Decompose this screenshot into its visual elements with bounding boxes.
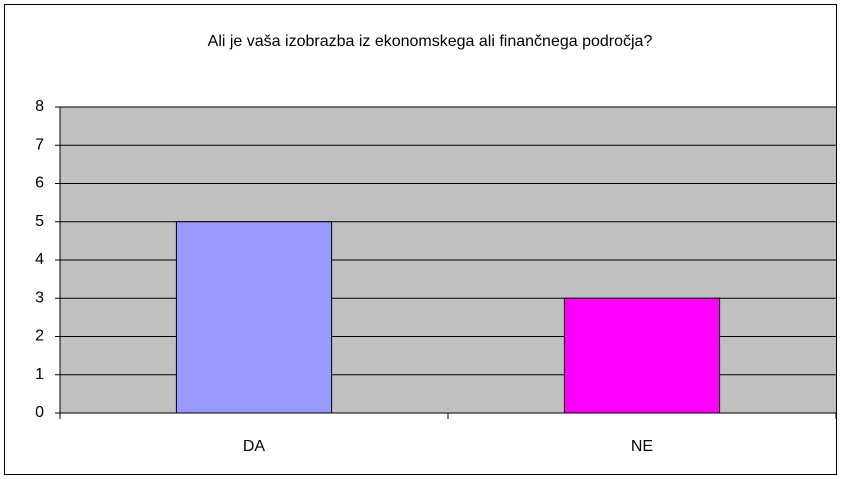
y-tick-label: 1: [35, 366, 44, 383]
y-tick-label: 5: [35, 213, 44, 230]
y-tick-label: 2: [35, 328, 44, 345]
y-tick-label: 3: [35, 289, 44, 306]
y-tick-label: 8: [35, 98, 44, 115]
y-tick-label: 6: [35, 175, 44, 192]
x-tick-label: NE: [631, 438, 653, 455]
y-tick-label: 4: [35, 251, 44, 268]
y-tick-label: 7: [35, 136, 44, 153]
chart-title: Ali je vaša izobrazba iz ekonomskega ali…: [208, 33, 653, 50]
y-tick-label: 0: [35, 404, 44, 421]
bar: [175, 221, 333, 414]
x-tick-label: DA: [243, 438, 266, 455]
bar: [563, 297, 721, 414]
